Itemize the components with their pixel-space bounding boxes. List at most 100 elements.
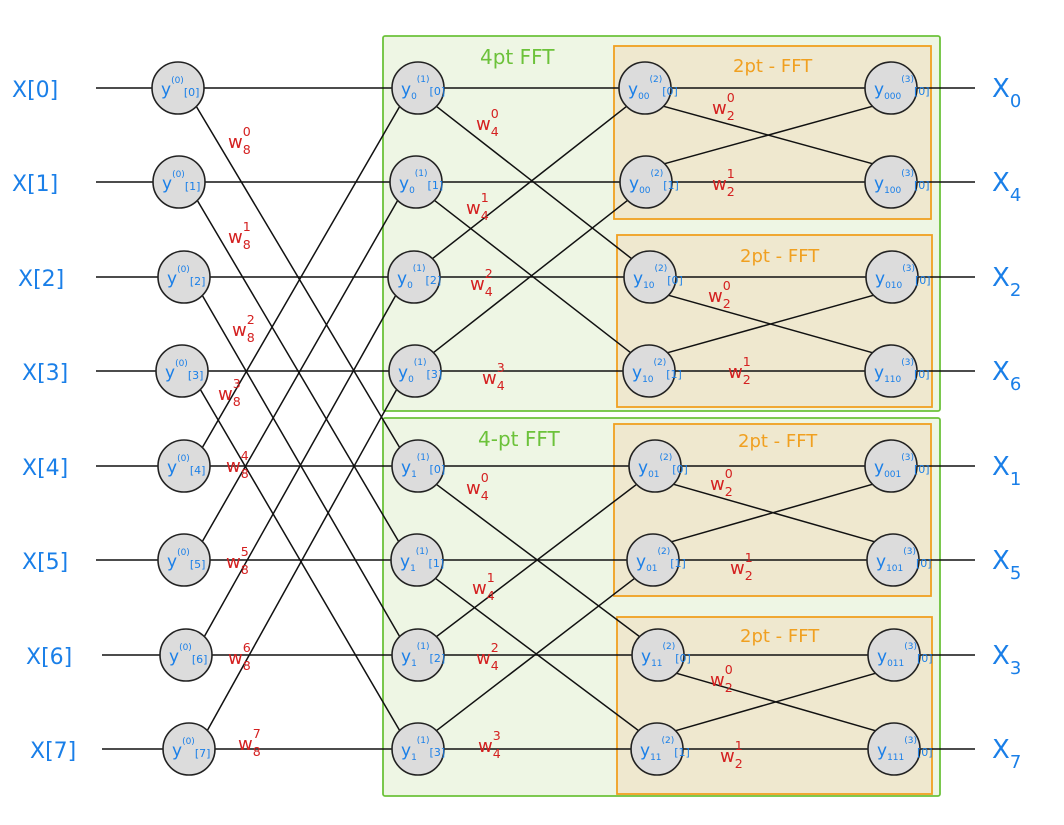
stage0-node-3-circle [155,344,209,398]
stage2-twiddle-4-sub: 4 [481,488,489,503]
stage1-twiddle-3-base: w [218,384,233,405]
output-label-0: X0 [992,74,1021,112]
stage3-node-0-label: y000(3)[0] [874,75,930,102]
stage1-node-0: y0(1)[0] [391,61,445,115]
stage0-node-4-label: y(0)[4] [167,454,205,478]
stage0-node-7-label: y(0)[7] [172,737,210,761]
output-label-3: X6 [992,357,1021,395]
stage3-twiddle-5-base: w [730,558,745,579]
stage3-twiddle-4: w2 0 [710,466,733,499]
stage1-twiddle-7-sup: 7 [253,726,261,741]
stage3-node-2-sub: 010 [885,281,902,291]
stage1-twiddle-0: w8 0 [228,124,251,157]
stage3-node-3-idx: [0] [914,368,930,381]
stage1-twiddle-6: w8 6 [228,640,251,673]
stage2-twiddle-7-base: w [478,736,493,757]
stage3-twiddle-7-base: w [720,746,735,767]
stage1-twiddle-5: w8 5 [226,544,249,577]
stage1-twiddle-5-sup: 5 [241,544,249,559]
stage3-node-4-base: y [874,458,884,478]
group-labels: 4pt FFT 4-pt FFT 2pt - FFT 2pt - FFT 2pt… [478,45,820,647]
four-pt-fft-label-top: 4pt FFT [480,45,555,69]
stage3-node-7-sub: 111 [887,753,904,763]
stage3-node-7-label: y111(3)[0] [877,736,933,763]
stage1-node-1-base: y [399,174,409,194]
stage2-twiddle-6-sup: 2 [491,640,499,655]
stage0-node-6-sup: (0) [179,643,192,653]
stage3-node-5-idx: [0] [916,557,932,570]
stage1-node-6-sup: (1) [417,642,430,652]
stage2-node-4-base: y [638,458,648,478]
stage1-twiddle-1-sup: 1 [243,219,251,234]
stage3-node-0-sub: 000 [884,92,901,102]
stage1-node-2-circle [387,250,441,304]
stage3-node-2-idx: [0] [915,274,931,287]
stage0-node-1-circle [152,155,206,209]
stage1-node-5-circle [390,533,444,587]
output-subscript-2: 2 [1010,280,1021,301]
stage0-node-5-circle [157,533,211,587]
s01-cross-6 [203,294,397,638]
stage3-node-7: y111(3)[0] [867,722,933,776]
stage1-twiddle-4-sup: 4 [241,448,249,463]
stage0-node-4-circle [157,439,211,493]
stage3-node-4-label: y001(3)[0] [874,453,930,480]
stage0-node-1-idx: [1] [185,180,201,193]
stage3-twiddle-4-sub: 2 [725,484,733,499]
stage0-node-6-idx: [6] [192,653,208,666]
stage1-node-7-sup: (1) [417,736,430,746]
stage3-node-0-circle [864,61,918,115]
stage2-node-0-circle [618,61,672,115]
stage3-node-1-idx: [0] [914,179,930,192]
stage1-node-6-idx: [2] [430,652,446,665]
stage3-twiddle-2: w2 0 [708,278,731,311]
stage0-node-5-idx: [5] [190,558,206,571]
stage1-twiddle-3-sup: 3 [233,376,241,391]
stage1-node-7-idx: [3] [430,746,446,759]
stage3-node-3-circle [864,344,918,398]
stage3-node-5-sup: (3) [903,547,916,557]
stage0-node-1-sup: (0) [172,170,185,180]
stage2-twiddle-1: w4 1 [466,190,489,223]
stage3-node-0-idx: [0] [914,85,930,98]
stage3-twiddle-5-sup: 1 [745,550,753,565]
two-pt-fft-label-2: 2pt - FFT [740,246,820,267]
stage3-node-0-sup: (3) [901,75,914,85]
stage1-node-6: y1(1)[2] [391,628,446,682]
stage2-node-7-circle [630,722,684,776]
stage3-node-3: y110(3)[0] [864,344,930,398]
stage1-twiddle-2: w8 2 [232,312,255,345]
stage2-node-0-idx: [0] [662,85,678,98]
stage2-node-5-label: y01(2)[1] [636,547,686,574]
stage1-node-2-sub: 0 [407,281,413,291]
s12-cross-7 [435,577,636,732]
stage0-node-2-base: y [167,269,177,289]
stage3-twiddle-0-sub: 2 [727,108,735,123]
output-letter-3: X [992,357,1010,387]
stage3-twiddle-7: w2 1 [720,738,743,771]
output-letter-0: X [992,74,1010,104]
stage2-node-6-idx: [0] [675,652,691,665]
stage1-node-2-sup: (1) [413,264,426,274]
stage1-node-2-base: y [397,269,407,289]
stage0-node-3-sup: (0) [175,359,188,369]
stage1-node-3-base: y [398,363,408,383]
stage2-twiddle-2-base: w [470,274,485,295]
stage1-twiddle-2-sup: 2 [247,312,255,327]
stage1-twiddle-3-sub: 8 [233,394,241,409]
stage1-node-3-circle [388,344,442,398]
stage1-node-4-sub: 1 [411,470,417,480]
stage0-node-3-base: y [165,363,175,383]
stage1-twiddle-2-base: w [232,320,247,341]
stage3-twiddle-6: w2 0 [710,662,733,695]
stage1-node-4-circle [391,439,445,493]
stage3-node-4: y001(3)[0] [864,439,930,493]
stage1-node-1: y0(1)[1] [389,155,443,209]
stage0-node-4: y(0)[4] [157,439,211,493]
stage1-twiddle-6-base: w [228,648,243,669]
stage0-node-2: y(0)[2] [157,250,211,304]
stage1-node-7-circle [391,722,445,776]
stage3-node-2-label: y010(3)[0] [875,264,931,291]
stage3-twiddle-2-sup: 0 [723,278,731,293]
stage2-twiddle-3-sub: 4 [497,378,505,393]
